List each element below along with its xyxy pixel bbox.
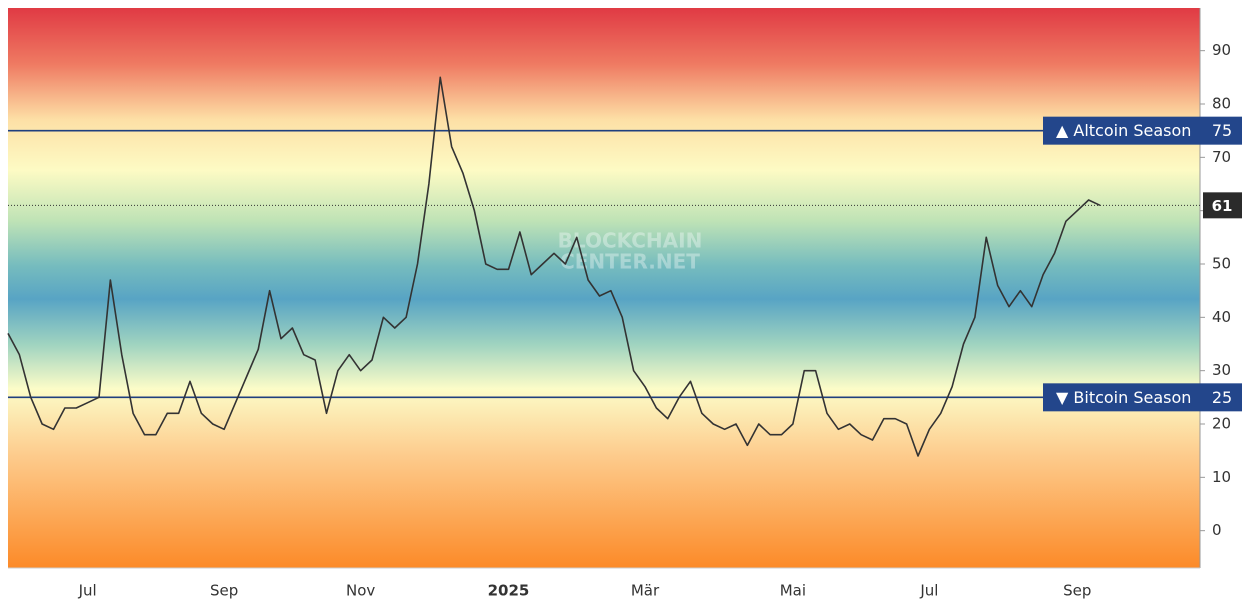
current-value-box (1203, 192, 1242, 219)
y-tick-label: 0 (1212, 521, 1222, 539)
y-tick-label: 10 (1212, 468, 1231, 486)
y-tick-label: 30 (1212, 361, 1231, 379)
current-value-label: 61 (1212, 197, 1233, 215)
threshold-label: ▼ Bitcoin Season (1056, 388, 1191, 407)
threshold-value: 75 (1212, 121, 1232, 140)
threshold-label: ▲ Altcoin Season (1056, 121, 1191, 140)
y-tick-label: 20 (1212, 415, 1231, 433)
x-tick-label: Mär (631, 582, 660, 600)
y-tick-label: 70 (1212, 148, 1231, 166)
x-tick-label: Jul (78, 582, 97, 600)
watermark: BLOCKCHAIN (558, 229, 703, 253)
y-tick-label: 40 (1212, 308, 1231, 326)
line-series (7, 76, 1101, 457)
threshold-box (1043, 116, 1242, 145)
threshold-box (1043, 383, 1242, 412)
x-tick-label: 2025 (488, 582, 530, 600)
x-tick-label: Sep (1063, 582, 1091, 600)
threshold-value: 25 (1212, 388, 1232, 407)
x-tick-label: Jul (919, 582, 938, 600)
y-tick-label: 50 (1212, 255, 1231, 273)
x-tick-label: Sep (210, 582, 238, 600)
x-tick-label: Nov (346, 582, 375, 600)
y-tick-label: 90 (1212, 41, 1231, 59)
x-tick-label: Mai (780, 582, 806, 600)
plot-background (8, 8, 1200, 568)
y-tick-label: 80 (1212, 95, 1231, 113)
